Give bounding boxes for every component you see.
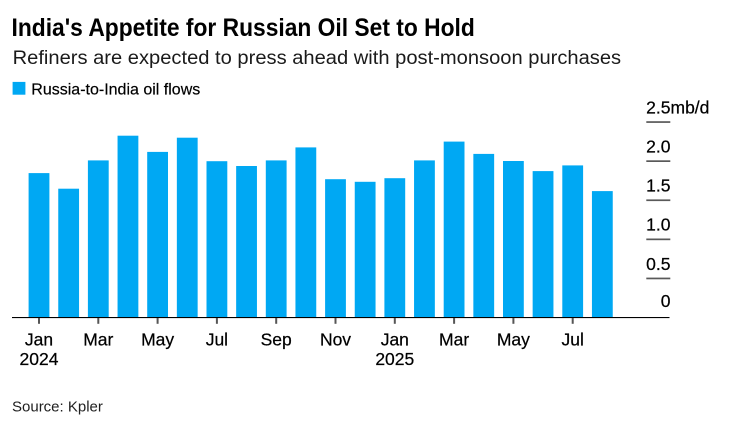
svg-text:0: 0 bbox=[661, 291, 671, 311]
svg-text:1.0: 1.0 bbox=[646, 215, 671, 235]
svg-text:Mar: Mar bbox=[439, 330, 469, 350]
svg-text:Sep: Sep bbox=[261, 330, 292, 350]
svg-text:India's Appetite for Russian O: India's Appetite for Russian Oil Set to … bbox=[12, 14, 475, 42]
svg-text:Jan: Jan bbox=[381, 330, 409, 350]
svg-text:0.5: 0.5 bbox=[646, 254, 670, 274]
svg-text:Nov: Nov bbox=[320, 330, 351, 350]
svg-text:May: May bbox=[497, 330, 530, 350]
svg-text:1.5: 1.5 bbox=[646, 176, 670, 196]
svg-text:May: May bbox=[141, 330, 174, 350]
svg-text:Source: Kpler: Source: Kpler bbox=[12, 398, 103, 415]
svg-text:2024: 2024 bbox=[20, 349, 59, 369]
svg-text:Russia-to-India oil flows: Russia-to-India oil flows bbox=[31, 82, 200, 99]
svg-text:Refiners are expected to press: Refiners are expected to press ahead wit… bbox=[13, 48, 622, 69]
svg-text:2025: 2025 bbox=[375, 349, 414, 369]
svg-text:Jan: Jan bbox=[25, 330, 53, 350]
svg-text:Jul: Jul bbox=[206, 330, 228, 350]
svg-text:2.5: 2.5 bbox=[646, 97, 670, 117]
svg-text:Jul: Jul bbox=[562, 330, 584, 350]
svg-text:mb/d: mb/d bbox=[671, 97, 710, 117]
svg-text:2.0: 2.0 bbox=[646, 137, 671, 157]
svg-text:Mar: Mar bbox=[83, 330, 113, 350]
